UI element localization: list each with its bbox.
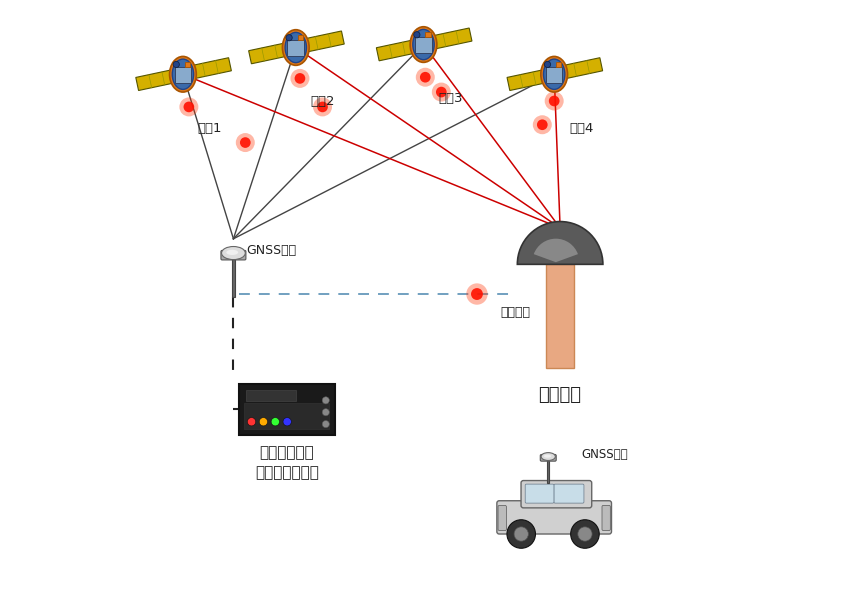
FancyBboxPatch shape xyxy=(498,505,507,530)
Ellipse shape xyxy=(169,56,197,92)
Circle shape xyxy=(416,68,435,87)
Circle shape xyxy=(180,97,198,116)
FancyBboxPatch shape xyxy=(249,42,291,64)
Circle shape xyxy=(291,69,309,88)
Text: GNSS天线: GNSS天线 xyxy=(246,244,296,257)
Circle shape xyxy=(184,102,194,112)
Circle shape xyxy=(322,421,329,428)
FancyBboxPatch shape xyxy=(174,72,182,78)
Text: 卫星4: 卫星4 xyxy=(569,122,594,135)
FancyBboxPatch shape xyxy=(424,41,432,46)
FancyBboxPatch shape xyxy=(231,257,235,297)
Ellipse shape xyxy=(541,453,556,460)
FancyBboxPatch shape xyxy=(302,31,344,52)
Ellipse shape xyxy=(222,247,246,260)
Circle shape xyxy=(286,34,292,41)
Ellipse shape xyxy=(285,32,307,63)
Text: 北京华星智控: 北京华星智控 xyxy=(259,446,314,460)
FancyBboxPatch shape xyxy=(136,69,178,90)
FancyBboxPatch shape xyxy=(545,264,574,368)
FancyBboxPatch shape xyxy=(190,58,231,79)
FancyBboxPatch shape xyxy=(547,459,550,483)
Circle shape xyxy=(533,115,551,134)
Ellipse shape xyxy=(412,29,435,60)
FancyBboxPatch shape xyxy=(221,251,246,260)
FancyBboxPatch shape xyxy=(239,384,335,435)
Circle shape xyxy=(317,102,328,112)
Text: GNSS天线: GNSS天线 xyxy=(581,448,628,461)
Ellipse shape xyxy=(544,454,551,458)
Circle shape xyxy=(271,418,280,426)
Wedge shape xyxy=(534,239,578,262)
Circle shape xyxy=(240,137,251,148)
Text: 北斗差分接收机: 北斗差分接收机 xyxy=(255,465,318,480)
Ellipse shape xyxy=(172,59,194,90)
Circle shape xyxy=(235,133,255,152)
FancyBboxPatch shape xyxy=(545,67,562,83)
Circle shape xyxy=(313,97,332,116)
Circle shape xyxy=(436,87,446,97)
Circle shape xyxy=(466,283,488,305)
Circle shape xyxy=(322,409,329,416)
FancyBboxPatch shape xyxy=(296,44,304,49)
FancyBboxPatch shape xyxy=(287,40,304,56)
Circle shape xyxy=(545,61,551,68)
Circle shape xyxy=(507,520,535,548)
FancyBboxPatch shape xyxy=(602,505,611,530)
Ellipse shape xyxy=(226,249,238,255)
FancyBboxPatch shape xyxy=(497,501,612,534)
Circle shape xyxy=(549,96,560,106)
FancyBboxPatch shape xyxy=(554,484,584,503)
FancyBboxPatch shape xyxy=(415,37,432,53)
Circle shape xyxy=(413,31,420,38)
FancyBboxPatch shape xyxy=(540,454,556,461)
Circle shape xyxy=(514,527,529,541)
FancyBboxPatch shape xyxy=(183,71,191,76)
FancyBboxPatch shape xyxy=(507,69,549,90)
Ellipse shape xyxy=(544,59,565,90)
Circle shape xyxy=(322,397,329,404)
Text: 卫星2: 卫星2 xyxy=(311,95,335,108)
Circle shape xyxy=(283,418,291,426)
Text: 卫星1: 卫星1 xyxy=(198,122,222,135)
Circle shape xyxy=(571,520,599,548)
FancyBboxPatch shape xyxy=(430,28,472,49)
Circle shape xyxy=(471,288,483,300)
FancyBboxPatch shape xyxy=(245,403,329,429)
Circle shape xyxy=(173,61,180,68)
Circle shape xyxy=(247,418,256,426)
Circle shape xyxy=(578,527,592,541)
FancyBboxPatch shape xyxy=(556,62,562,67)
FancyBboxPatch shape xyxy=(287,46,296,51)
FancyBboxPatch shape xyxy=(561,58,602,79)
FancyBboxPatch shape xyxy=(525,484,554,503)
Ellipse shape xyxy=(541,56,567,92)
FancyBboxPatch shape xyxy=(185,62,190,67)
Ellipse shape xyxy=(282,30,309,65)
FancyBboxPatch shape xyxy=(555,71,562,76)
Circle shape xyxy=(295,73,305,84)
Ellipse shape xyxy=(410,27,437,62)
Text: 卫星3: 卫星3 xyxy=(439,92,462,105)
Circle shape xyxy=(537,119,548,130)
Circle shape xyxy=(420,72,430,83)
Text: 差分数据: 差分数据 xyxy=(501,306,531,319)
FancyBboxPatch shape xyxy=(297,35,303,40)
Circle shape xyxy=(432,83,451,102)
FancyBboxPatch shape xyxy=(246,390,296,401)
FancyBboxPatch shape xyxy=(545,72,554,78)
FancyBboxPatch shape xyxy=(174,67,191,83)
Circle shape xyxy=(545,91,564,110)
FancyBboxPatch shape xyxy=(376,39,418,61)
Text: 差分基站: 差分基站 xyxy=(539,386,582,404)
FancyBboxPatch shape xyxy=(521,481,592,508)
Circle shape xyxy=(259,418,268,426)
Wedge shape xyxy=(518,222,603,264)
FancyBboxPatch shape xyxy=(415,43,424,48)
FancyBboxPatch shape xyxy=(425,32,430,37)
